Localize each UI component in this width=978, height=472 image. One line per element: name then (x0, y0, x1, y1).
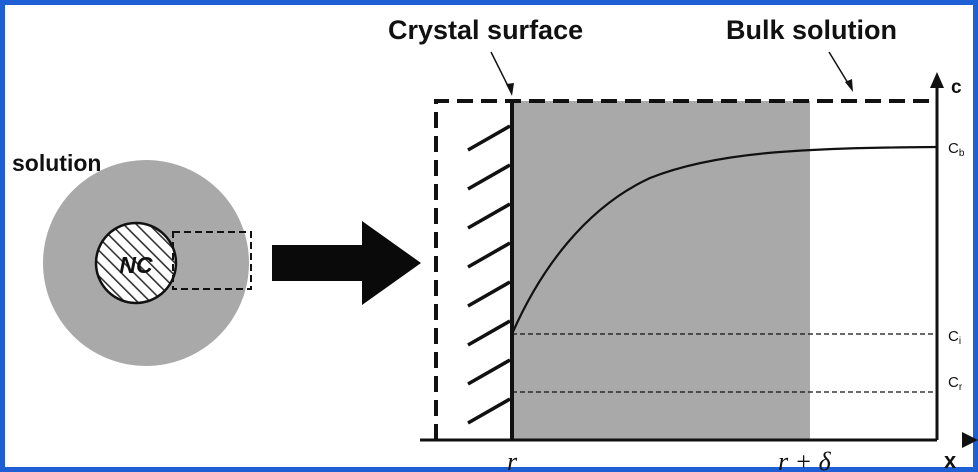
solution-label: solution (12, 150, 101, 176)
zoom-frame-dashed (434, 99, 937, 440)
diffusion-layer (512, 101, 810, 440)
c-axis-label: c (951, 77, 962, 98)
x-axis-arrowhead (962, 432, 978, 448)
crystal-surface-hatch (467, 124, 511, 425)
cr-label: Cr (948, 374, 963, 393)
magnify-arrow (272, 221, 421, 305)
crystal-surface-label: Crystal surface (388, 15, 583, 45)
tick-r-delta-label: r + δ (778, 447, 832, 472)
zoom-region-box (172, 231, 252, 290)
cb-label: Cb (948, 140, 965, 159)
ci-label: Ci (948, 328, 961, 347)
concentration-profile-curve (510, 145, 938, 335)
tick-r-label: r (507, 447, 518, 472)
nanocrystal-label: NC (119, 252, 153, 278)
c-axis-arrowhead (930, 72, 944, 88)
x-axis-label: x (944, 448, 957, 472)
bulk-solution-label: Bulk solution (726, 15, 897, 45)
nanocrystal-core (94, 221, 178, 305)
